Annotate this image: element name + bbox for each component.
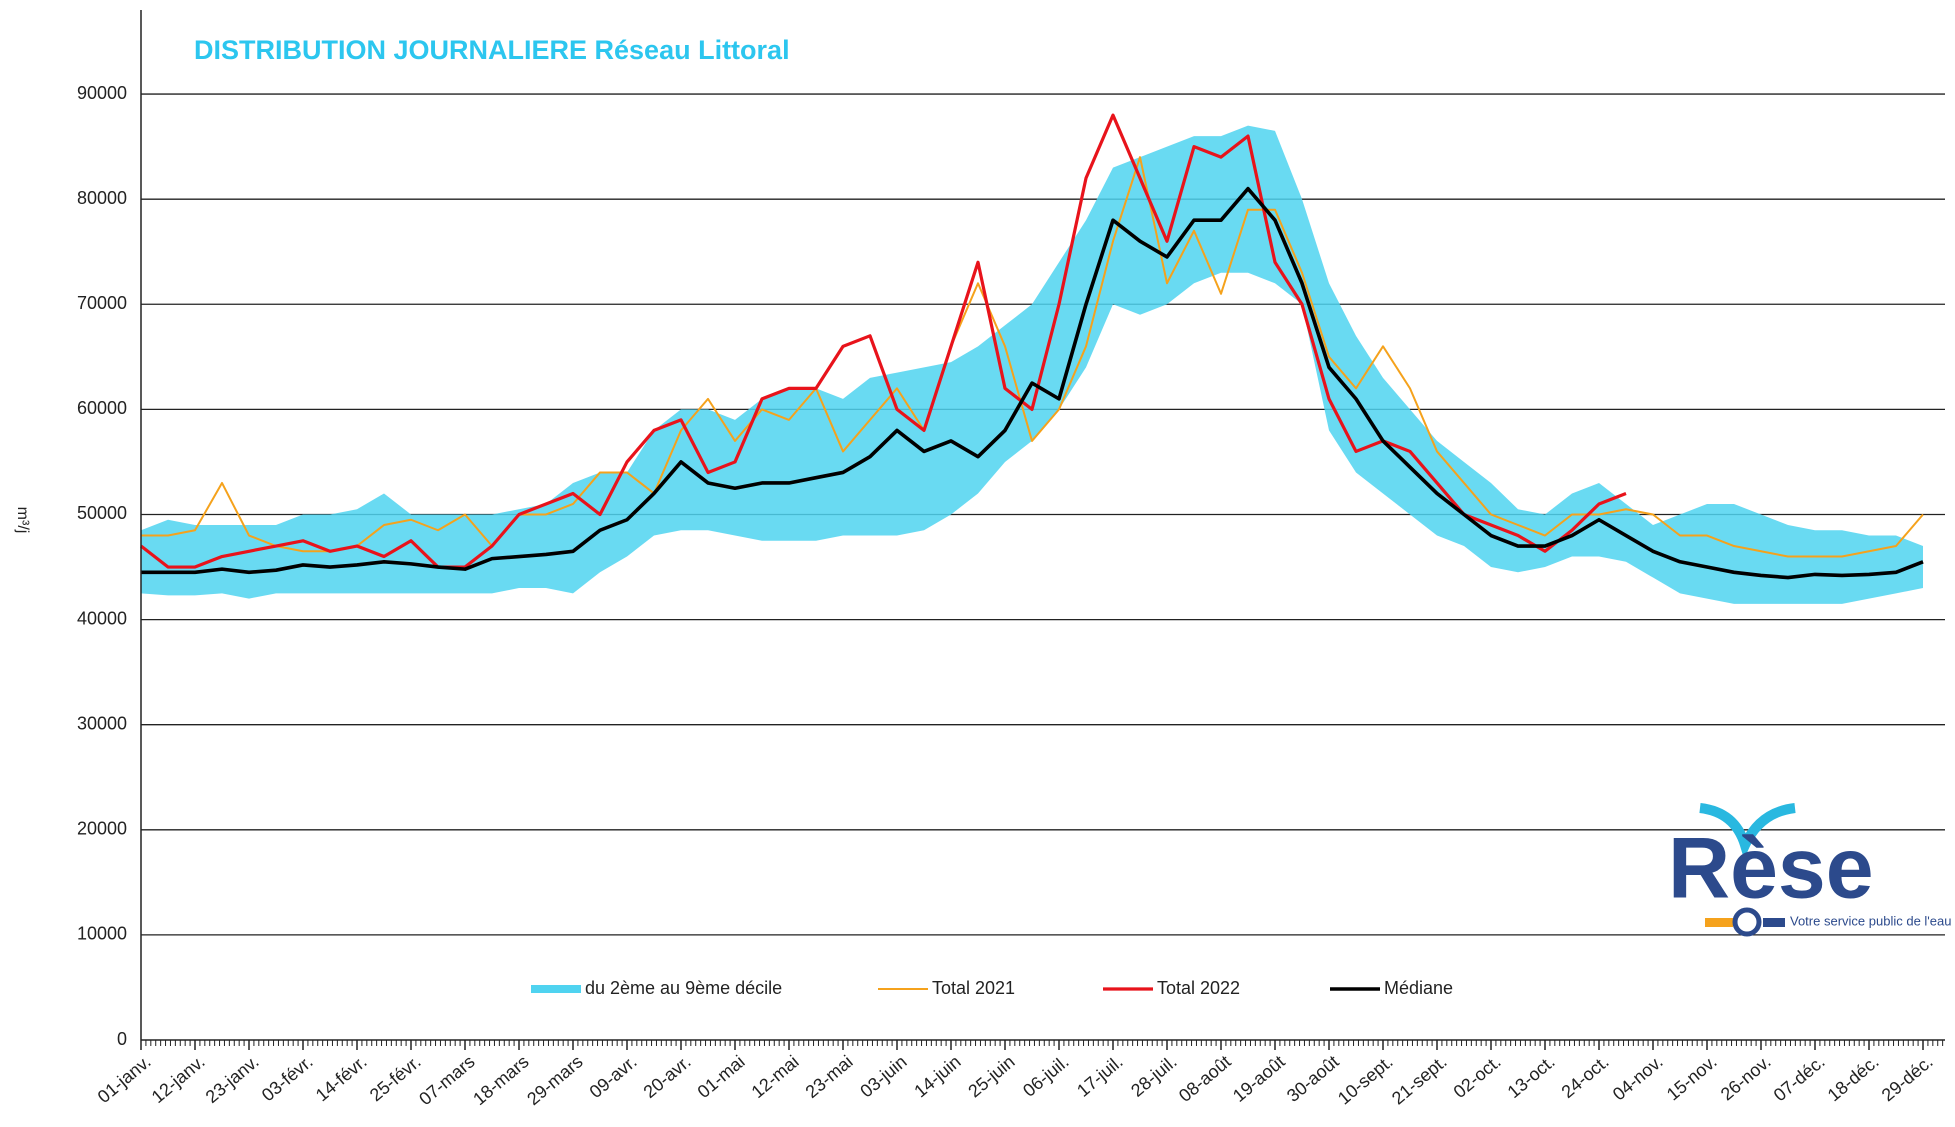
x-tick-label: 26-nov. [1717, 1051, 1775, 1104]
logo-name: Rèse [1668, 821, 1874, 917]
logo-bar [1763, 918, 1785, 927]
series-line [141, 186, 1924, 580]
series-line [141, 156, 1924, 558]
x-tick-label: 30-août [1283, 1051, 1343, 1106]
logo-bar [1705, 918, 1733, 927]
x-tick-label: 23-mai [802, 1051, 857, 1102]
x-tick-label: 08-août [1175, 1051, 1235, 1106]
x-tick-label: 29-mars [523, 1051, 586, 1109]
legend-label: Total 2022 [1157, 978, 1240, 998]
x-tick-label: 14-juin [910, 1051, 964, 1101]
x-tick-label: 18-déc. [1824, 1051, 1883, 1105]
x-tick-label: 02-oct. [1450, 1051, 1505, 1102]
y-tick-label: 0 [117, 1029, 127, 1049]
logo-arc [1699, 803, 1796, 860]
x-tick-label: 07-mars [415, 1051, 478, 1109]
x-tick-label: 07-déc. [1770, 1051, 1829, 1105]
legend-label: Médiane [1384, 978, 1453, 998]
x-tick-label: 03-févr. [258, 1051, 317, 1105]
y-tick-label: 60000 [77, 398, 127, 418]
y-tick-label: 10000 [77, 924, 127, 944]
x-tick-label: 12-janv. [148, 1051, 209, 1107]
x-tick-label: 15-nov. [1663, 1051, 1721, 1104]
y-tick-label: 90000 [77, 83, 127, 103]
legend-label: Total 2021 [932, 978, 1015, 998]
x-tick-label: 10-sept. [1334, 1051, 1397, 1108]
logo: Rèse Votre service public de l'eau [1668, 803, 1951, 937]
logo-tagline: Votre service public de l'eau [1790, 913, 1951, 928]
x-tick-label: 13-oct. [1504, 1051, 1559, 1102]
x-tick-label: 09-avr. [586, 1051, 641, 1102]
x-tick-label: 20-avr. [640, 1051, 695, 1102]
x-tick-label: 12-mai [748, 1051, 803, 1102]
logo-ring [1732, 907, 1762, 937]
x-tick-label: 04-nov. [1609, 1051, 1667, 1104]
x-tick-label: 28-juil. [1127, 1051, 1180, 1100]
series-line [140, 113, 1627, 569]
y-tick-label: 40000 [77, 608, 127, 628]
y-tick-label: 50000 [77, 503, 127, 523]
x-tick-label: 25-juin [964, 1051, 1018, 1101]
x-tick-label: 01-mai [694, 1051, 749, 1102]
x-tick-label: 24-oct. [1558, 1051, 1613, 1102]
y-axis-label: m³/j [14, 507, 31, 534]
x-tick-label: 23-janv. [202, 1051, 263, 1107]
chart-title: DISTRIBUTION JOURNALIERE Réseau Littoral [194, 35, 790, 65]
x-tick-label: 06-juil. [1019, 1051, 1072, 1100]
y-tick-label: 20000 [77, 819, 127, 839]
x-tick-label: 21-sept. [1388, 1051, 1451, 1108]
decile-band [141, 125, 1923, 604]
x-tick-label: 17-juil. [1073, 1051, 1126, 1100]
y-tick-label: 30000 [77, 713, 127, 733]
x-tick-label: 19-août [1229, 1051, 1289, 1106]
y-tick-label: 80000 [77, 188, 127, 208]
x-tick-label: 29-déc. [1878, 1051, 1937, 1105]
x-tick-label: 14-févr. [312, 1051, 371, 1105]
x-tick-label: 25-févr. [366, 1051, 425, 1105]
x-tick-label: 03-juin [856, 1051, 910, 1101]
y-tick-label: 70000 [77, 293, 127, 313]
x-tick-label: 18-mars [469, 1051, 532, 1109]
x-tick-label: 01-janv. [94, 1051, 155, 1107]
legend-label: du 2ème au 9ème décile [585, 978, 782, 998]
